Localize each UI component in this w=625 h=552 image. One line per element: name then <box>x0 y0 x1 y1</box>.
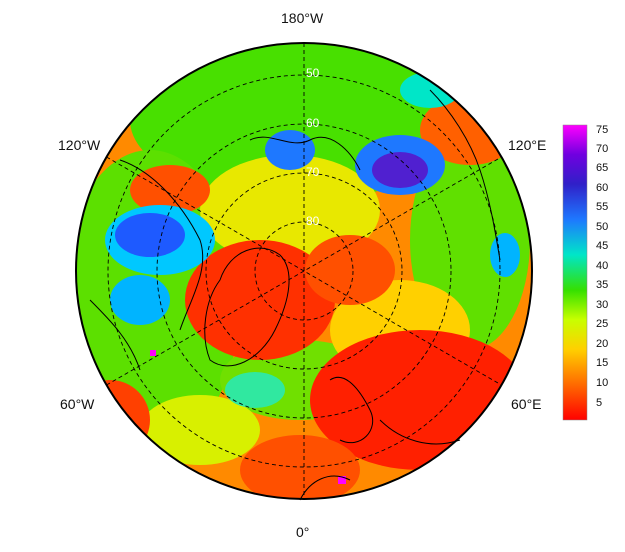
colorbar <box>563 125 587 420</box>
lon-label-lower-right: 60°E <box>511 396 542 412</box>
lon-label-upper-left: 120°W <box>58 137 101 153</box>
colorbar-tick: 10 <box>596 377 609 389</box>
colorbar-tick: 40 <box>596 260 609 272</box>
colorbar-tick: 45 <box>596 240 609 252</box>
colorbar-tick: 35 <box>596 279 609 291</box>
colorbar-tick: 30 <box>596 299 609 311</box>
colorbar-tick: 20 <box>596 338 609 350</box>
colorbar-tick: 15 <box>596 357 609 369</box>
colorbar-tick: 50 <box>596 221 609 233</box>
coastlines <box>89 89 501 501</box>
lon-label-top: 180°W <box>281 10 324 26</box>
colorbar-tick: 65 <box>596 162 609 174</box>
colorbar-tick: 55 <box>596 201 609 213</box>
lat-label-80: 80 <box>306 214 320 228</box>
colorbar-tick: 70 <box>596 143 609 155</box>
lat-label-50: 50 <box>306 66 320 80</box>
colorbar-tick: 60 <box>596 182 609 194</box>
data-field <box>76 43 532 499</box>
colorbar-tick: 75 <box>596 124 609 136</box>
map-border <box>75 42 533 500</box>
colorbar-tick: 5 <box>596 397 603 409</box>
lon-label-upper-right: 120°E <box>508 137 547 153</box>
lon-label-lower-left: 60°W <box>60 396 95 412</box>
lat-label-70: 70 <box>306 165 320 179</box>
graticule <box>106 43 502 499</box>
lon-label-bottom: 0° <box>296 524 310 540</box>
lat-label-60: 60 <box>306 116 320 130</box>
colorbar-frame <box>562 124 588 421</box>
colorbar-tick: 25 <box>596 318 609 330</box>
